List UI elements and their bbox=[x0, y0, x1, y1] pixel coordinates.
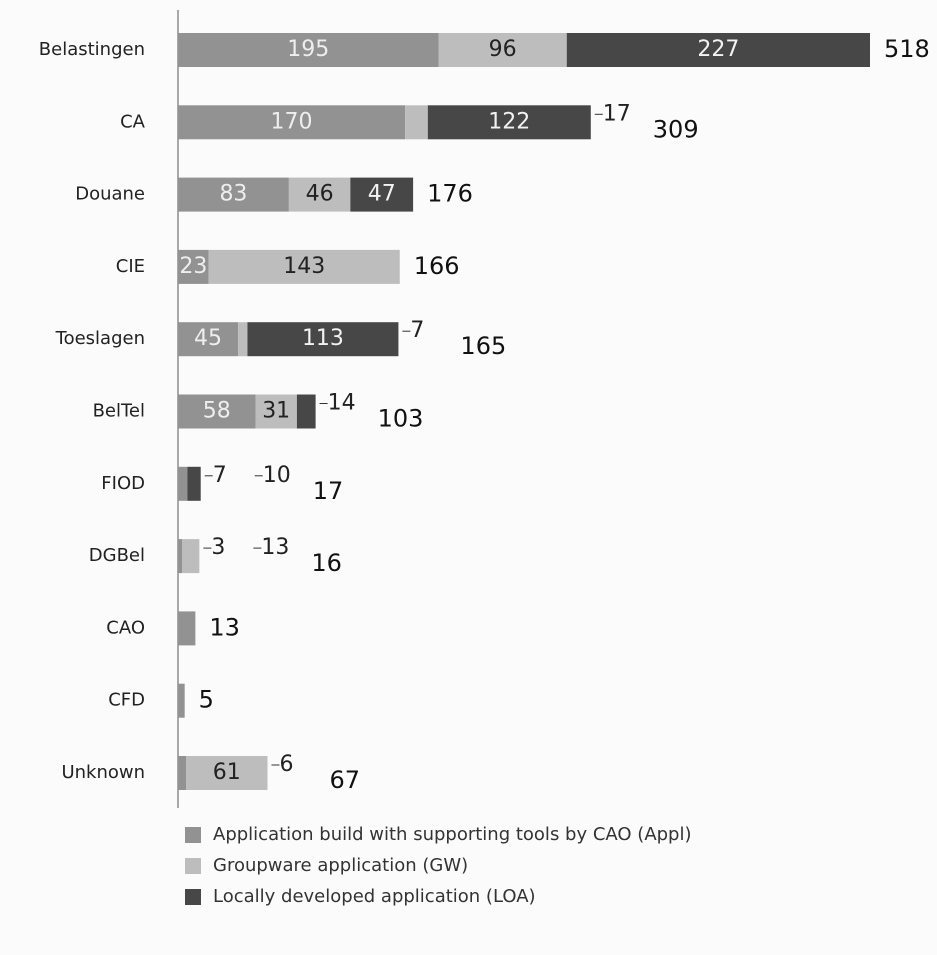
bar-segment bbox=[178, 105, 406, 140]
bar-segment bbox=[178, 539, 183, 574]
segment-label: 113 bbox=[302, 326, 344, 351]
segment-label: 170 bbox=[271, 109, 313, 134]
category-label: Belastingen bbox=[39, 39, 145, 60]
total-label: 5 bbox=[199, 686, 214, 714]
total-label: 67 bbox=[330, 766, 361, 794]
total-label: 13 bbox=[209, 613, 240, 641]
category-label: CA bbox=[120, 111, 146, 132]
segment-label: 14 bbox=[328, 391, 356, 416]
category-label: Toeslagen bbox=[55, 328, 145, 349]
total-label: 103 bbox=[378, 405, 424, 433]
legend-swatch bbox=[185, 827, 201, 843]
legend-label: Application build with supporting tools … bbox=[213, 824, 692, 845]
bar-segment bbox=[178, 33, 439, 67]
segment-label: 58 bbox=[203, 399, 231, 424]
category-label: CAO bbox=[106, 617, 145, 638]
bar-segment bbox=[187, 466, 201, 501]
bar-segment bbox=[178, 611, 196, 646]
bar-segment bbox=[208, 249, 400, 284]
segment-label: 83 bbox=[219, 182, 247, 207]
total-label: 309 bbox=[653, 115, 699, 143]
segment-label: 46 bbox=[306, 182, 334, 207]
segment-label: 122 bbox=[488, 109, 530, 134]
segment-label: 227 bbox=[697, 37, 739, 62]
segment-label: 31 bbox=[262, 399, 290, 424]
total-label: 165 bbox=[460, 332, 506, 360]
bar-segment bbox=[238, 322, 248, 357]
total-label: 166 bbox=[414, 252, 460, 280]
bar-segment bbox=[178, 756, 187, 790]
segment-label: 7 bbox=[410, 318, 424, 343]
legend-swatch bbox=[185, 889, 201, 905]
segment-label: 13 bbox=[261, 535, 289, 560]
bar-segment bbox=[178, 177, 289, 212]
category-label: Unknown bbox=[61, 762, 145, 783]
legend-swatch bbox=[185, 858, 201, 874]
bar-segment bbox=[296, 394, 316, 429]
bar-segment bbox=[178, 322, 239, 357]
bar-segment bbox=[255, 394, 297, 429]
bar-segment bbox=[350, 177, 414, 212]
segment-label: 96 bbox=[489, 37, 517, 62]
bar-segment bbox=[427, 105, 591, 140]
bar-segment bbox=[247, 322, 399, 357]
bar-segment bbox=[178, 249, 209, 284]
total-label: 17 bbox=[313, 477, 344, 505]
category-label: CIE bbox=[116, 256, 145, 277]
segment-label: 3 bbox=[211, 535, 225, 560]
bar-segment bbox=[178, 394, 256, 429]
total-label: 176 bbox=[427, 180, 473, 208]
bar-segment bbox=[186, 756, 268, 790]
total-label: 16 bbox=[311, 549, 342, 577]
segment-label: 195 bbox=[287, 37, 329, 62]
segment-label: 17 bbox=[603, 101, 631, 126]
bar-segment bbox=[438, 33, 567, 67]
bar-segment bbox=[405, 105, 428, 140]
segment-label: 45 bbox=[194, 326, 222, 351]
bar-segment bbox=[182, 539, 200, 574]
segment-label: 10 bbox=[263, 463, 291, 488]
category-label: BelTel bbox=[93, 401, 145, 422]
category-label: CFD bbox=[108, 690, 145, 711]
segment-label: 47 bbox=[368, 182, 396, 207]
total-label: 518 bbox=[884, 35, 930, 63]
category-label: DGBel bbox=[89, 545, 145, 566]
segment-label: 23 bbox=[179, 254, 207, 279]
category-label: Douane bbox=[75, 184, 145, 205]
bar-segment bbox=[288, 177, 351, 212]
segment-label: 6 bbox=[280, 752, 294, 777]
segment-label: 61 bbox=[213, 760, 241, 785]
bar-segment bbox=[178, 683, 185, 718]
segment-label: 7 bbox=[213, 463, 227, 488]
bar-segment bbox=[566, 33, 870, 67]
segment-label: 143 bbox=[283, 254, 325, 279]
category-label: FIOD bbox=[101, 473, 145, 494]
legend-label: Groupware application (GW) bbox=[213, 855, 468, 876]
legend-label: Locally developed application (LOA) bbox=[213, 886, 536, 907]
bar-segment bbox=[178, 466, 188, 501]
